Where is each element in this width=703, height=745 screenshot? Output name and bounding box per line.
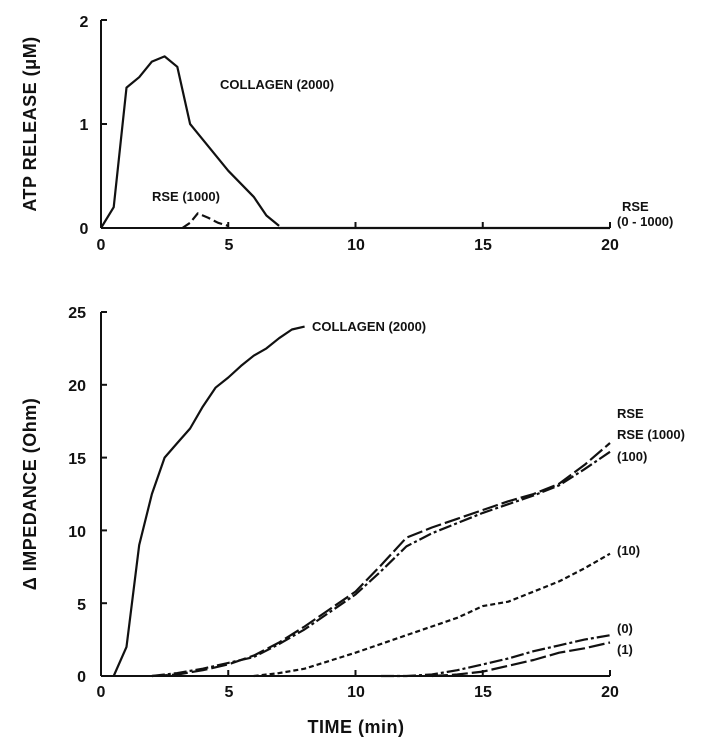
series-group [100,55,610,230]
x-tick-label: 10 [347,237,365,254]
x-axis-title: TIME (min) [308,717,405,737]
y-tick-label: 0 [80,221,89,238]
x-tick-label: 15 [474,684,492,701]
y-tick-label: 20 [68,378,86,395]
y-tick-label: 0 [77,669,86,686]
tick-marks [100,311,611,677]
series-label: (0) [617,621,633,636]
series-line [151,450,611,678]
rse-annotation: RSE [617,406,644,421]
y-tick-label: 2 [80,14,89,31]
y-axis-title: Δ IMPEDANCE (Ohm) [20,398,40,590]
series-label: COLLAGEN (2000) [312,319,426,334]
series-line [151,442,611,678]
series-line [181,212,229,229]
y-tick-label: 25 [68,305,86,322]
y-tick-label: 1 [80,117,89,134]
rse-1000-annotation: RSE (1000) [152,189,220,204]
series-label: (1) [617,642,633,657]
rse-annotation: RSE [622,199,649,214]
series-line [100,55,280,229]
series-line [112,325,305,677]
series-label: RSE (1000) [617,427,685,442]
x-tick-label: 5 [225,237,234,254]
collagen-annotation: COLLAGEN (2000) [220,77,334,92]
y-axis-title: ATP RELEASE (μM) [20,36,40,211]
series-label: (100) [617,449,647,464]
x-tick-label: 0 [97,684,106,701]
x-tick-label: 0 [97,237,106,254]
impedance-panel: COLLAGEN (2000) RSE (1000) (100) (10) (0) (1)… [20,305,685,737]
x-tick-label: 20 [601,237,619,254]
atp-release-panel: 0 1 2 0 5 10 15 20 ATP RELEASE (μM) COLL… [20,14,673,254]
y-tick-label: 5 [77,597,86,614]
x-tick-label: 20 [601,684,619,701]
series-line [431,641,611,678]
series-label: (10) [617,543,640,558]
rse-range-annotation: (0 - 1000) [617,214,673,229]
series-line [253,552,611,678]
x-tick-label: 5 [225,684,234,701]
series-group: COLLAGEN (2000) RSE (1000) (100) (10) (0) (1) [112,319,685,678]
y-tick-label: 15 [68,451,86,468]
y-tick-label: 10 [68,524,86,541]
x-tick-label: 15 [474,237,492,254]
series-line [381,634,611,678]
x-tick-label: 10 [347,684,365,701]
